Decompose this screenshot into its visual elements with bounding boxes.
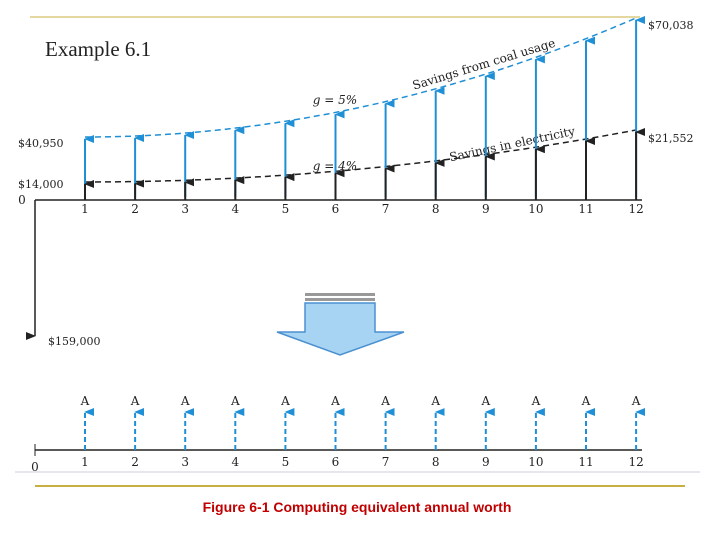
down-arrow	[276, 302, 405, 356]
period-label: 1	[81, 202, 89, 216]
slide-title: Example 6.1	[45, 37, 151, 61]
coal-last-label: $70,038	[648, 19, 694, 32]
period-label: 0	[18, 193, 26, 207]
caption: Figure 6-1 Computing equivalent annual w…	[203, 499, 512, 515]
period-label: 6	[332, 202, 340, 216]
arrow-stripe	[305, 293, 375, 296]
period-label: 12	[628, 202, 643, 216]
period-label: 1	[81, 455, 89, 469]
growth-label: g = 5%	[313, 93, 357, 107]
payment-label: A	[480, 394, 490, 408]
period-label: 6	[332, 455, 340, 469]
payment-label: A	[180, 394, 190, 408]
period-label: 5	[282, 455, 290, 469]
period-label: 2	[131, 455, 139, 469]
initial-cost-label: $159,000	[48, 335, 101, 348]
period-label: 4	[231, 202, 239, 216]
electricity-first-label: $14,000	[18, 178, 64, 191]
payment-label: A	[581, 394, 591, 408]
period-label: 2	[131, 202, 139, 216]
period-label: 11	[578, 455, 593, 469]
period-label: 5	[282, 202, 290, 216]
period-label: 7	[382, 455, 390, 469]
period-label: 8	[432, 202, 440, 216]
payment-label: A	[80, 394, 90, 408]
coal-curve	[85, 17, 637, 138]
payment-label: A	[631, 394, 641, 408]
payment-label: A	[230, 394, 240, 408]
period-label: 7	[382, 202, 390, 216]
payment-label: A	[280, 394, 290, 408]
period-label: 10	[528, 202, 543, 216]
payment-label: A	[430, 394, 440, 408]
payment-label: A	[130, 394, 140, 408]
period-label: 9	[482, 202, 490, 216]
period-label: 12	[628, 455, 643, 469]
payment-label: A	[380, 394, 390, 408]
period-label: 11	[578, 202, 593, 216]
payment-label: A	[330, 394, 340, 408]
period-label: 9	[482, 455, 490, 469]
period-label: 0	[31, 460, 39, 474]
period-label: 4	[231, 455, 239, 469]
period-label: 3	[181, 455, 189, 469]
electricity-last-label: $21,552	[648, 132, 694, 145]
period-label: 10	[528, 455, 543, 469]
period-label: 3	[181, 202, 189, 216]
arrow-stripe	[305, 298, 375, 301]
payment-label: A	[531, 394, 541, 408]
period-label: 8	[432, 455, 440, 469]
coal-first-label: $40,950	[18, 137, 64, 150]
